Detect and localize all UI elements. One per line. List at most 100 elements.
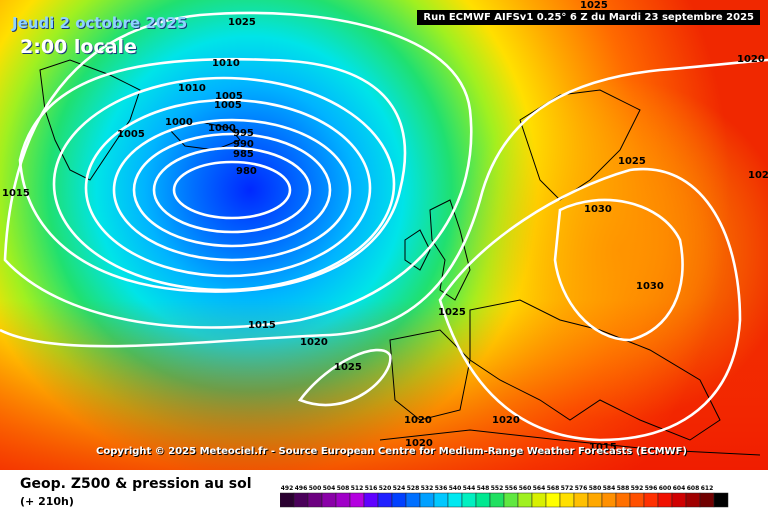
scale-swatch <box>559 492 575 508</box>
scale-tick-label: 580 <box>589 485 602 492</box>
scale-tick-label: 512 <box>351 485 364 492</box>
scale-swatch <box>349 492 365 508</box>
scale-tick-label: 572 <box>561 485 574 492</box>
isobar-label: 1020 <box>300 337 328 348</box>
scale-swatch <box>335 492 351 508</box>
scale-tick-label: 548 <box>477 485 490 492</box>
scale-swatch <box>629 492 645 508</box>
copyright-notice: Copyright © 2025 Meteociel.fr - Source E… <box>96 446 687 457</box>
isobar-label: 1020 <box>404 415 432 426</box>
scale-tick-label: 588 <box>617 485 630 492</box>
isobar-980 <box>172 160 292 220</box>
scale-tick-label: 584 <box>603 485 616 492</box>
isobar-labels: 1025 1010 1010 1005 1005 1005 1000 1000 … <box>2 0 768 453</box>
scale-swatch <box>503 492 519 508</box>
isobar-1000 <box>84 98 372 278</box>
forecast-date: Jeudi 2 octobre 2025 <box>12 14 188 32</box>
isobar-label: 1030 <box>636 281 664 292</box>
legend-title: Geop. Z500 & pression au sol <box>20 476 252 492</box>
scale-swatch <box>531 492 547 508</box>
scale-swatch <box>699 492 715 508</box>
isobar-label: 1025 <box>334 362 362 373</box>
isobar-label: 1010 <box>178 83 206 94</box>
scale-tick-label: 612 <box>701 485 714 492</box>
isobar-985 <box>152 146 312 234</box>
coastlines <box>39 59 761 456</box>
scale-swatch <box>671 492 687 508</box>
scale-swatch <box>713 492 729 508</box>
scale-swatch <box>643 492 659 508</box>
scale-swatch <box>391 492 407 508</box>
isobars <box>0 11 768 442</box>
scale-tick-label: 556 <box>505 485 518 492</box>
scale-swatch <box>573 492 589 508</box>
scale-tick-label: 564 <box>533 485 546 492</box>
isobar-label: 1015 <box>2 188 30 199</box>
scale-swatch <box>419 492 435 508</box>
isobar-label: 1015 <box>589 442 617 453</box>
isobar-1030 <box>553 198 684 342</box>
isobar-label: 1030 <box>584 204 612 215</box>
isobar-label: 1020 <box>492 415 520 426</box>
isobar-label: 1000 <box>208 123 236 134</box>
scale-swatch <box>363 492 379 508</box>
scale-swatch <box>405 492 421 508</box>
isobar-label: 1020 <box>737 54 765 65</box>
scale-swatch <box>475 492 491 508</box>
scale-tick-label: 520 <box>379 485 392 492</box>
scale-tick-label: 568 <box>547 485 560 492</box>
scale-tick-label: 528 <box>407 485 420 492</box>
scale-swatch <box>280 492 295 508</box>
isobar-label: 1025 <box>580 0 608 11</box>
isobar-label: 1000 <box>165 117 193 128</box>
scale-tick-label: 508 <box>337 485 350 492</box>
forecast-local-time: 2:00 locale <box>20 36 137 58</box>
isobar-1020 <box>0 58 768 348</box>
greenland-coast <box>39 59 141 181</box>
scale-swatch <box>685 492 701 508</box>
isobar-label: 1025 <box>618 156 646 167</box>
isobar-label: 1025 <box>228 17 256 28</box>
scale-tick-label: 504 <box>323 485 336 492</box>
scale-swatch <box>489 492 505 508</box>
map-svg: 1025 1010 1010 1005 1005 1005 1000 1000 … <box>0 0 768 470</box>
europe-coast <box>469 299 721 441</box>
scale-tick-label: 544 <box>463 485 476 492</box>
isobar-label: 1015 <box>248 320 276 331</box>
scale-tick-label: 536 <box>435 485 448 492</box>
scale-tick-label: 596 <box>645 485 658 492</box>
scale-swatch <box>657 492 673 508</box>
isobar-label: 980 <box>236 166 257 177</box>
isobar-1005 <box>52 76 396 292</box>
isobar-label: 1005 <box>215 91 243 102</box>
geopotential-south <box>0 300 768 470</box>
scale-swatch <box>615 492 631 508</box>
ireland-coast <box>404 229 431 271</box>
color-scale: 492 496 500 504 508 512 516 520 524 528 532 536 540 5… <box>280 485 729 508</box>
isobar-1010 <box>18 57 407 293</box>
isobar-1025-west <box>297 348 392 407</box>
iberia-coast <box>389 329 471 421</box>
scale-tick-label: 492 <box>281 485 294 492</box>
isobar-995 <box>112 118 352 262</box>
isobar-label: 1005 <box>117 129 145 140</box>
scale-tick-label: 604 <box>673 485 686 492</box>
scale-tick-label: 592 <box>631 485 644 492</box>
model-run-info: Run ECMWF AIFSv1 0.25° 6 Z du Mardi 23 s… <box>417 10 760 25</box>
africa-coast <box>379 429 761 456</box>
scandinavia-coast <box>519 89 641 201</box>
scale-swatch <box>293 492 309 508</box>
isobar-label: 985 <box>233 149 254 160</box>
scale-tick-label: 500 <box>309 485 322 492</box>
scale-swatch <box>321 492 337 508</box>
isobar-1025-east <box>438 167 742 442</box>
scale-swatch <box>517 492 533 508</box>
scale-tick-label: 552 <box>491 485 504 492</box>
isobar-label: 1020 <box>405 438 433 449</box>
scale-swatch <box>447 492 463 508</box>
scale-swatch <box>461 492 477 508</box>
isobar-label: 1005 <box>214 100 242 111</box>
scale-tick-label: 524 <box>393 485 406 492</box>
weather-map: 1025 1010 1010 1005 1005 1005 1000 1000 … <box>0 0 768 470</box>
